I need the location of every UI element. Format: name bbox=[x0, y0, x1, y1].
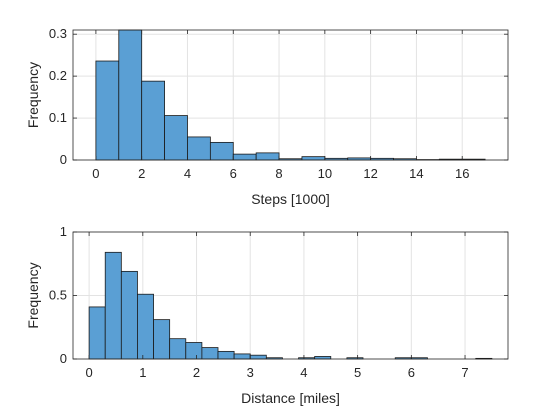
steps-x-tick-label: 16 bbox=[455, 166, 469, 181]
steps-x-tick-label: 4 bbox=[184, 166, 191, 181]
distance-y-tick-label: 0 bbox=[60, 351, 67, 366]
steps-x-tick-label: 8 bbox=[275, 166, 282, 181]
steps-bar bbox=[141, 80, 165, 161]
steps-x-tick-label: 6 bbox=[230, 166, 237, 181]
distance-bar bbox=[88, 306, 106, 360]
distance-x-tick-label: 6 bbox=[408, 365, 415, 380]
distance-x-axis-label: Distance [miles] bbox=[241, 390, 340, 406]
steps-bar bbox=[164, 115, 188, 161]
distance-x-tick-label: 5 bbox=[354, 365, 361, 380]
steps-ticks: 0 2 4 6 8 10 12 14 16 0 0.1 0.2 0.3 bbox=[49, 26, 508, 181]
steps-histogram: 0 2 4 6 8 10 12 14 16 0 0.1 0.2 0.3 Steps [1000] Fre… bbox=[25, 26, 509, 207]
steps-y-tick-label: 0 bbox=[60, 152, 67, 167]
steps-y-axis-label: Frequency bbox=[25, 62, 41, 128]
steps-y-tick-label: 0.2 bbox=[49, 68, 67, 83]
distance-bar bbox=[217, 350, 235, 360]
distance-x-tick-label: 1 bbox=[139, 365, 146, 380]
steps-bar bbox=[232, 153, 257, 161]
steps-bar bbox=[255, 152, 280, 161]
distance-bar bbox=[153, 319, 171, 360]
steps-bar bbox=[187, 136, 211, 161]
distance-x-tick-label: 2 bbox=[193, 365, 200, 380]
distance-y-tick-label: 0.5 bbox=[49, 288, 67, 303]
steps-bar bbox=[301, 156, 326, 161]
steps-bar bbox=[209, 141, 234, 161]
distance-bar bbox=[201, 347, 219, 360]
steps-x-tick-label: 2 bbox=[138, 166, 145, 181]
distance-bar bbox=[233, 353, 251, 360]
steps-axes-frame bbox=[72, 29, 509, 161]
distance-bar bbox=[249, 354, 267, 360]
steps-bars bbox=[95, 29, 486, 161]
distance-x-tick-label: 7 bbox=[461, 365, 468, 380]
distance-x-tick-label: 4 bbox=[300, 365, 307, 380]
steps-bar bbox=[95, 60, 120, 161]
distance-bar bbox=[185, 342, 203, 360]
steps-y-tick-label: 0.1 bbox=[49, 110, 67, 125]
steps-y-tick-label: 0.3 bbox=[49, 26, 67, 41]
distance-x-tick-label: 0 bbox=[85, 365, 92, 380]
distance-x-tick-label: 3 bbox=[247, 365, 254, 380]
steps-x-tick-label: 0 bbox=[92, 166, 99, 181]
distance-y-axis-label: Frequency bbox=[25, 262, 41, 328]
steps-x-tick-label: 14 bbox=[409, 166, 423, 181]
distance-bar bbox=[137, 293, 154, 360]
distance-y-tick-label: 1 bbox=[60, 224, 67, 239]
distance-bar bbox=[120, 270, 138, 360]
steps-x-tick-label: 10 bbox=[318, 166, 332, 181]
steps-x-axis-label: Steps [1000] bbox=[251, 191, 330, 207]
distance-bar bbox=[104, 251, 122, 360]
steps-bar bbox=[118, 29, 143, 161]
steps-x-tick-label: 12 bbox=[363, 166, 377, 181]
distance-ticks: 0 1 2 3 4 5 6 7 0 0.5 1 bbox=[49, 224, 508, 380]
distance-bar bbox=[169, 338, 187, 360]
distance-histogram: 0 1 2 3 4 5 6 7 0 0.5 1 Distance [miles] Frequency bbox=[25, 224, 509, 406]
